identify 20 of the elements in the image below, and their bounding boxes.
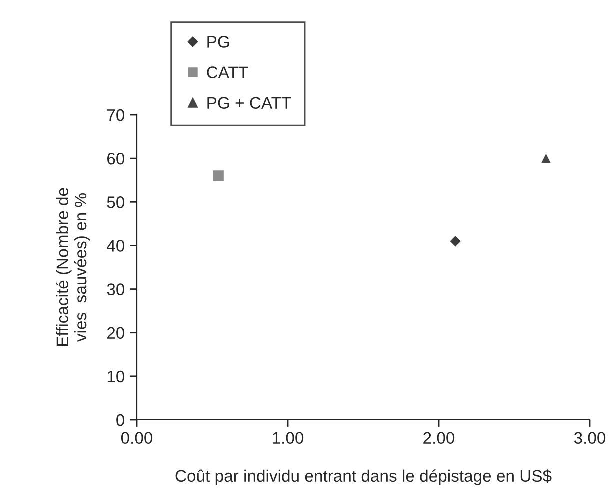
y-tick-label: 50 bbox=[107, 196, 125, 208]
x-tick-label: 2.00 bbox=[424, 432, 455, 444]
x-tick-label: 1.00 bbox=[273, 432, 304, 444]
x-axis-title: Coût par individu entrant dans le dépistage en US$ bbox=[176, 470, 552, 486]
x-tick-label: 0.00 bbox=[121, 432, 153, 444]
y-axis-title: Efficacité (Nombre de vies sauvées) en % bbox=[56, 188, 90, 346]
x-tick-label: 3.00 bbox=[574, 432, 606, 444]
y-tick-label: 40 bbox=[107, 240, 125, 252]
y-tick-label: 0 bbox=[116, 414, 125, 426]
y-tick-label: 60 bbox=[108, 152, 125, 165]
y-tick-label: 30 bbox=[107, 284, 125, 296]
y-tick-label: 10 bbox=[108, 370, 125, 383]
point bbox=[213, 170, 224, 182]
legend-label: PG + CATT bbox=[208, 97, 292, 109]
legend-label: PG bbox=[208, 36, 230, 48]
point bbox=[450, 236, 461, 247]
legend-label: CATT bbox=[207, 66, 248, 78]
y-tick-label: 70 bbox=[108, 109, 125, 122]
y-tick-label: 20 bbox=[107, 327, 125, 340]
point bbox=[542, 154, 551, 164]
